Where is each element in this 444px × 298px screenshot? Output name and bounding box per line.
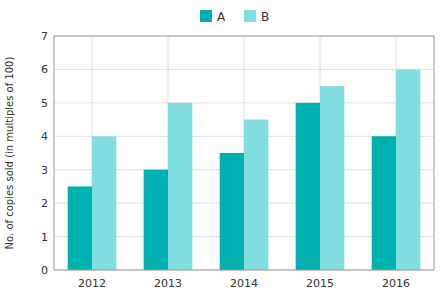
bars [68, 69, 421, 270]
bar [220, 153, 244, 270]
y-tick-label: 6 [41, 63, 48, 76]
x-tick-label: 2016 [382, 277, 410, 290]
bar [372, 136, 396, 270]
legend: AB [200, 10, 269, 24]
y-tick-label: 4 [41, 130, 48, 143]
y-tick-label: 1 [41, 231, 48, 244]
x-tick-label: 2015 [306, 277, 334, 290]
bar [296, 103, 320, 270]
plot-frame [54, 36, 434, 270]
chart-svg: 0 1 2 3 4 5 6 7 2012 2013 2014 2015 2016 No. of copie… [0, 0, 444, 298]
bar [68, 186, 92, 270]
bar [168, 103, 192, 270]
bar [244, 120, 268, 270]
axes: 0 1 2 3 4 5 6 7 2012 2013 2014 2015 2016 No. of copie… [4, 30, 410, 290]
y-tick-label: 0 [41, 264, 48, 277]
x-tick-label: 2013 [154, 277, 182, 290]
y-tick-label: 3 [41, 164, 48, 177]
x-tick-label: 2012 [78, 277, 106, 290]
y-tick-label: 7 [41, 30, 48, 43]
bar [320, 86, 344, 270]
y-tick-label: 5 [41, 97, 48, 110]
legend-label: A [217, 10, 226, 24]
y-tick-label: 2 [41, 197, 48, 210]
chart-container: 0 1 2 3 4 5 6 7 2012 2013 2014 2015 2016 No. of copie… [0, 0, 444, 298]
legend-swatch [200, 10, 212, 22]
legend-label: B [261, 10, 269, 24]
y-axis-label: No. of copies sold (in multiples of 100) [4, 57, 15, 250]
legend-swatch [244, 10, 256, 22]
bar [396, 69, 420, 270]
bar [144, 170, 168, 270]
grid [54, 36, 434, 270]
x-tick-label: 2014 [230, 277, 258, 290]
bar [92, 136, 116, 270]
